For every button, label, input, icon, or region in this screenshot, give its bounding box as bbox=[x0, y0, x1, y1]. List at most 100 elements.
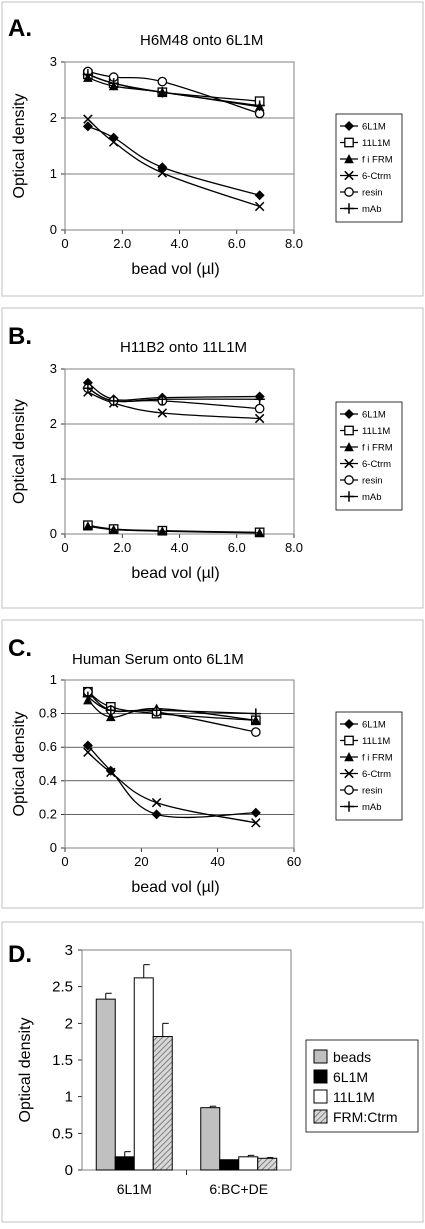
y-tick-label: 0.8 bbox=[39, 706, 57, 721]
series-mAb bbox=[82, 69, 265, 111]
legend-label: 6L1M bbox=[333, 1069, 368, 1085]
x-tick-label: 6.0 bbox=[228, 236, 246, 251]
y-tick-label: 0.5 bbox=[52, 1125, 73, 1142]
panel-letter: A. bbox=[8, 15, 32, 42]
legend: 6L1M 11L1M f i FRM 6-Ctrm resin mAb bbox=[335, 711, 403, 821]
plot-area bbox=[64, 679, 295, 849]
legend-label: mAb bbox=[362, 802, 382, 813]
y-tick-label: 3 bbox=[50, 54, 57, 69]
y-tick-label: 3 bbox=[50, 361, 57, 376]
data-point bbox=[251, 715, 261, 725]
panel-letter: B. bbox=[8, 323, 32, 350]
legend-marker bbox=[344, 442, 354, 452]
legend-swatch bbox=[313, 1069, 328, 1084]
bar-FRM:Ctrm bbox=[152, 1036, 173, 1171]
legend-marker bbox=[344, 719, 354, 729]
series-line bbox=[87, 73, 260, 107]
x-tick-label: 6:BC+DE bbox=[209, 1181, 268, 1197]
data-point bbox=[157, 168, 168, 178]
legend-label: f i FRM bbox=[362, 443, 393, 454]
x-axis-label: bead vol (µl) bbox=[131, 565, 219, 582]
chart-title: Human Serum onto 6L1M bbox=[72, 651, 244, 668]
legend-label: 6L1M bbox=[362, 122, 386, 133]
x-tick-label: 60 bbox=[287, 854, 301, 869]
legend-label: 11L1M bbox=[333, 1089, 375, 1105]
legend-label: f i FRM bbox=[362, 753, 393, 764]
y-axis-label: Optical density bbox=[11, 712, 28, 817]
bar-11L1M bbox=[133, 977, 154, 1171]
legend-label: mAb bbox=[362, 492, 382, 503]
legend-marker bbox=[344, 475, 354, 485]
data-point bbox=[82, 69, 94, 80]
data-point bbox=[157, 526, 168, 536]
y-tick-label: 3 bbox=[65, 942, 73, 959]
y-tick-label: 2 bbox=[50, 110, 57, 125]
data-point bbox=[254, 190, 265, 201]
legend: 6L1M 11L1M f i FRM 6-Ctrm resin mAb bbox=[335, 113, 403, 223]
data-point bbox=[108, 524, 119, 534]
y-tick-label: 1 bbox=[50, 672, 57, 687]
legend-label: resin bbox=[362, 786, 383, 797]
legend: 6L1M 11L1M f i FRM 6-Ctrm resin mAb bbox=[335, 401, 403, 511]
bar-11L1M bbox=[238, 1156, 259, 1171]
data-point bbox=[108, 395, 119, 407]
data-point bbox=[83, 114, 93, 124]
legend-label: resin bbox=[362, 188, 383, 199]
y-tick-label: 1 bbox=[50, 166, 57, 181]
data-point bbox=[254, 527, 265, 538]
series-6-Ctrm bbox=[83, 747, 261, 828]
chart-title: H11B2 onto 11L1M bbox=[120, 339, 247, 356]
legend-box bbox=[335, 113, 403, 223]
chart-panel-2: C. Human Serum onto 6L1M 0 0.2 0.4 0.6 0.8 1 0 20… bbox=[1, 619, 424, 909]
legend-marker bbox=[344, 137, 354, 148]
y-tick-label: 0.6 bbox=[39, 739, 57, 754]
data-point bbox=[82, 121, 93, 132]
x-tick-label: 4.0 bbox=[170, 540, 188, 555]
data-point bbox=[82, 691, 94, 702]
bar-beads bbox=[95, 998, 116, 1171]
y-tick-label: 2 bbox=[50, 416, 57, 431]
bar-6L1M bbox=[219, 1159, 240, 1171]
legend-marker bbox=[344, 409, 354, 419]
legend-label: f i FRM bbox=[362, 155, 393, 166]
data-point bbox=[151, 797, 162, 808]
data-point bbox=[108, 137, 119, 147]
data-point bbox=[157, 76, 168, 87]
data-point bbox=[157, 87, 168, 98]
y-tick-label: 0 bbox=[65, 1162, 73, 1179]
y-tick-label: 2.5 bbox=[52, 979, 73, 996]
data-point bbox=[254, 413, 265, 424]
y-tick-label: 0 bbox=[50, 840, 57, 855]
series-6-Ctrm bbox=[83, 114, 265, 212]
data-point bbox=[83, 747, 93, 757]
x-axis-label: bead vol (µl) bbox=[131, 261, 219, 278]
data-point bbox=[250, 807, 261, 818]
series-line bbox=[87, 696, 256, 715]
data-point bbox=[250, 727, 261, 737]
x-axis-label: bead vol (µl) bbox=[131, 879, 219, 896]
series-line bbox=[87, 118, 260, 208]
x-tick-label: 40 bbox=[210, 854, 224, 869]
series-line bbox=[87, 391, 260, 420]
data-point bbox=[108, 78, 119, 89]
legend-label: 6-Ctrm bbox=[362, 459, 391, 470]
legend-box bbox=[335, 711, 403, 821]
x-tick-label: 0 bbox=[61, 236, 68, 251]
legend-box bbox=[335, 401, 403, 511]
legend-label: 6L1M bbox=[362, 720, 386, 731]
chart-panel-1: B. H11B2 onto 11L1M 0 1 2 3 0 2.0 4.0 6.0 8.0 bead … bbox=[1, 307, 424, 609]
data-point bbox=[82, 383, 94, 394]
legend-label: 11L1M bbox=[362, 426, 390, 437]
data-point bbox=[251, 818, 261, 828]
legend-marker bbox=[344, 154, 354, 164]
legend-label: FRM:Ctrm bbox=[333, 1109, 398, 1125]
series-f i FRM bbox=[83, 521, 265, 538]
series-mAb bbox=[82, 383, 265, 407]
series-line bbox=[87, 525, 260, 534]
legend-marker bbox=[344, 170, 354, 181]
y-tick-label: 0.2 bbox=[39, 806, 57, 821]
x-tick-label: 6L1M bbox=[117, 1181, 152, 1197]
data-point bbox=[82, 740, 93, 751]
series-line bbox=[87, 751, 256, 824]
bar-FRM:Ctrm bbox=[257, 1157, 278, 1171]
